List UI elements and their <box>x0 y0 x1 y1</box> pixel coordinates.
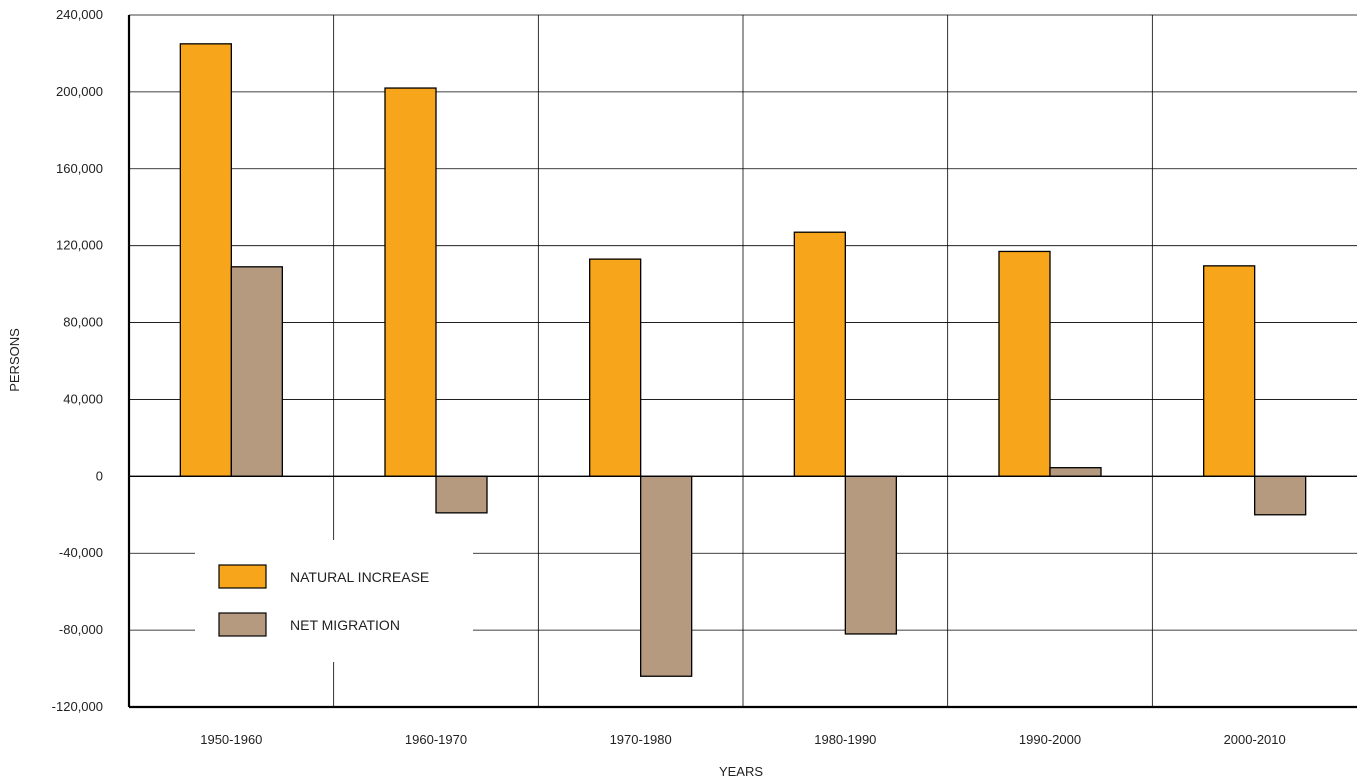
legend-label-net-migration: NET MIGRATION <box>290 617 400 633</box>
y-tick-label: 0 <box>96 468 103 483</box>
y-tick-label: 40,000 <box>63 391 103 406</box>
legend-label-natural-increase: NATURAL INCREASE <box>290 569 429 585</box>
y-tick-label: 200,000 <box>56 84 103 99</box>
y-tick-label: 120,000 <box>56 238 103 253</box>
y-tick-label: 80,000 <box>63 315 103 330</box>
y-tick-label: -80,000 <box>59 622 103 637</box>
bar-natural-increase-1960-1970 <box>384 87 437 477</box>
bar-net-migration-1970-1980 <box>640 475 693 677</box>
bar-net-migration-1990-2000 <box>1049 467 1102 477</box>
x-tick-label: 1950-1960 <box>200 732 262 747</box>
x-tick-label: 1960-1970 <box>405 732 467 747</box>
x-tick-label: 1980-1990 <box>814 732 876 747</box>
bar-net-migration-2000-2010 <box>1254 475 1307 516</box>
y-tick-labels: 240,000 200,000 160,000 120,000 80,000 40,000… <box>52 7 103 714</box>
bar-natural-increase-2000-2010 <box>1203 265 1256 477</box>
y-tick-label: -120,000 <box>52 699 103 714</box>
bar-net-migration-1960-1970 <box>435 475 488 514</box>
axes <box>127 15 1357 709</box>
bar-net-migration-1980-1990 <box>844 475 897 635</box>
y-tick-label: -40,000 <box>59 545 103 560</box>
bar-natural-increase-1950-1960 <box>179 43 232 477</box>
bar-natural-increase-1970-1980 <box>589 258 642 477</box>
grid <box>129 14 1357 708</box>
x-tick-label: 2000-2010 <box>1224 732 1286 747</box>
y-tick-label: 240,000 <box>56 7 103 22</box>
bar-natural-increase-1990-2000 <box>998 250 1051 477</box>
x-axis-title: YEARS <box>719 764 763 779</box>
x-tick-labels: 1950-1960 1960-1970 1970-1980 1980-1990 1990… <box>200 732 1286 747</box>
bars <box>179 43 1307 677</box>
bar-natural-increase-1980-1990 <box>793 231 846 477</box>
x-tick-label: 1970-1980 <box>610 732 672 747</box>
y-axis-title: PERSONS <box>7 328 22 392</box>
x-tick-label: 1990-2000 <box>1019 732 1081 747</box>
legend-background <box>195 540 473 662</box>
y-tick-label: 160,000 <box>56 161 103 176</box>
legend-swatch-net-migration <box>218 612 267 637</box>
legend: NATURAL INCREASE NET MIGRATION <box>195 540 473 662</box>
legend-swatch-natural-increase <box>218 564 267 589</box>
bar-net-migration-1950-1960 <box>230 266 283 477</box>
